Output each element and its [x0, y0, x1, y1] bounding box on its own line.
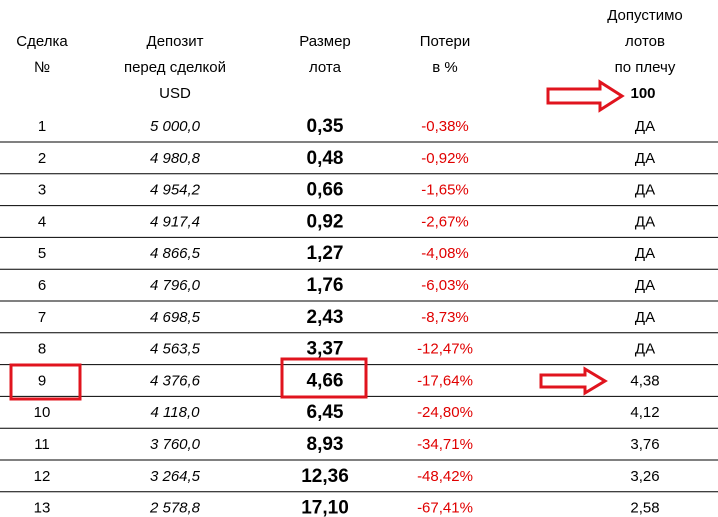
header-text: Депозит — [147, 33, 204, 50]
row-arrow — [539, 366, 608, 396]
cell: 3,26 — [630, 468, 659, 485]
cell: 4,66 — [307, 370, 344, 391]
cell: 5 000,0 — [150, 118, 201, 135]
header-text: по плечу — [615, 59, 676, 76]
cell: ДА — [635, 182, 655, 199]
cell: 0,92 — [307, 211, 344, 232]
cell: 2 — [38, 150, 46, 167]
cell: 8,93 — [307, 434, 344, 455]
cell: 4,12 — [630, 404, 659, 421]
cell: -12,47% — [417, 341, 473, 358]
cell: -34,71% — [417, 436, 473, 453]
cell: 4 954,2 — [150, 182, 201, 199]
cell: -0,92% — [421, 150, 469, 167]
cell: 3 — [38, 182, 46, 199]
cell: 3,37 — [307, 339, 344, 360]
cell: 4 698,5 — [150, 309, 201, 326]
cell: 4 980,8 — [150, 150, 201, 167]
cell: -17,64% — [417, 372, 473, 389]
cell: 12,36 — [301, 466, 349, 487]
header-text: USD — [159, 85, 191, 102]
cell: 3 760,0 — [150, 436, 201, 453]
cell: ДА — [635, 150, 655, 167]
cell: ДА — [635, 245, 655, 262]
header-text: № — [34, 59, 50, 76]
cell: 3 264,5 — [150, 468, 201, 485]
cell: 4 563,5 — [150, 341, 201, 358]
cell: ДА — [635, 277, 655, 294]
cell: 4 118,0 — [151, 404, 201, 421]
cell: -1,65% — [421, 182, 469, 199]
cell: 4 917,4 — [150, 213, 200, 230]
cell: 13 — [34, 500, 51, 517]
header-text: в % — [432, 59, 457, 76]
cell: 12 — [34, 468, 51, 485]
cell: 6 — [38, 277, 46, 294]
cell: 4 376,6 — [150, 372, 201, 389]
header-text: перед сделкой — [124, 59, 226, 76]
cell: 4 866,5 — [150, 245, 201, 262]
cell: 0,35 — [307, 116, 344, 137]
header-text: Размер — [299, 33, 351, 50]
header-arrow — [546, 79, 625, 113]
cell: 1 — [38, 118, 46, 135]
cell: 8 — [38, 341, 46, 358]
cell: 9 — [38, 372, 46, 389]
cell: -2,67% — [421, 213, 469, 230]
cell: 7 — [38, 309, 46, 326]
cell: -4,08% — [421, 245, 469, 262]
cell: 1,76 — [307, 275, 344, 296]
cell: -8,73% — [421, 309, 469, 326]
cell: 3,76 — [630, 436, 659, 453]
header-text: лота — [309, 59, 342, 76]
cell: -24,80% — [417, 404, 473, 421]
cell: 2 578,8 — [149, 500, 201, 517]
cell: 0,66 — [307, 180, 344, 201]
header-text: лотов — [625, 33, 665, 50]
cell: ДА — [635, 341, 655, 358]
cell: -0,38% — [421, 118, 469, 135]
cell: 10 — [34, 404, 51, 421]
highlight-box — [9, 363, 82, 401]
header-text: 100 — [630, 85, 655, 102]
cell: 4,38 — [630, 372, 659, 389]
highlight-box — [280, 357, 368, 399]
cell: 11 — [34, 436, 50, 453]
cell: 0,48 — [307, 148, 344, 169]
cell: ДА — [635, 213, 655, 230]
cell: ДА — [635, 309, 655, 326]
cell: 4 — [38, 213, 46, 230]
header-text: Сделка — [16, 33, 68, 50]
cell: -6,03% — [421, 277, 469, 294]
header-text: Допустимо — [607, 7, 683, 24]
cell: 5 — [38, 245, 46, 262]
cell: 4 796,0 — [150, 277, 201, 294]
header-text: Потери — [420, 33, 471, 50]
cell: 6,45 — [307, 402, 344, 423]
cell: 2,43 — [307, 307, 344, 328]
cell: 17,10 — [301, 498, 349, 517]
cell: -67,41% — [417, 500, 473, 517]
cell: 2,58 — [630, 500, 659, 517]
cell: ДА — [635, 118, 655, 135]
cell: 1,27 — [307, 243, 344, 264]
cell: -48,42% — [417, 468, 473, 485]
